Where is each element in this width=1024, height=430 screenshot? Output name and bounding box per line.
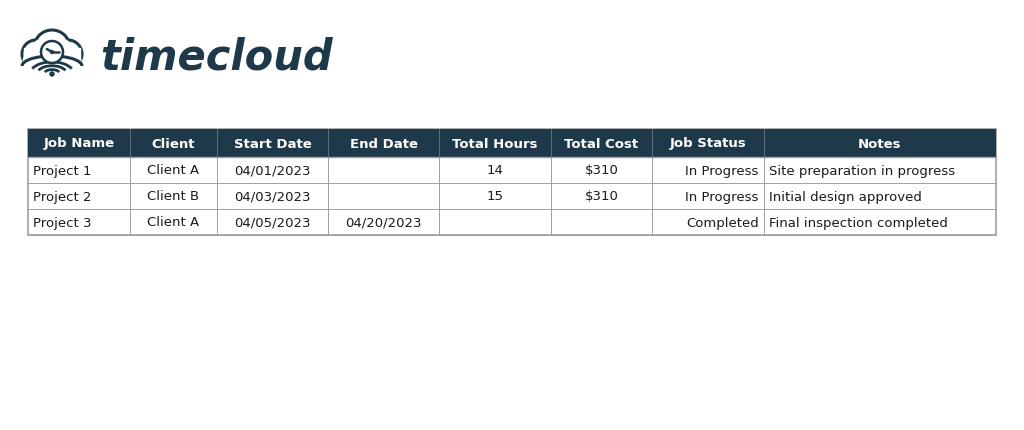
Bar	[28, 130, 996, 236]
Text: $310: $310	[585, 190, 618, 203]
Text: Initial design approved: Initial design approved	[769, 190, 922, 203]
Text: Site preparation in progress: Site preparation in progress	[769, 164, 954, 177]
Text: In Progress: In Progress	[685, 190, 759, 203]
Text: Job Status: Job Status	[670, 137, 746, 150]
Bar	[28, 130, 996, 158]
Text: 14: 14	[486, 164, 504, 177]
Text: Completed: Completed	[686, 216, 759, 229]
Text: 15: 15	[486, 190, 504, 203]
Text: 04/05/2023: 04/05/2023	[234, 216, 310, 229]
Text: Client A: Client A	[147, 164, 200, 177]
Wedge shape	[22, 37, 82, 67]
Text: Project 1: Project 1	[33, 164, 91, 177]
Text: $310: $310	[585, 164, 618, 177]
Circle shape	[50, 73, 54, 77]
Circle shape	[22, 41, 50, 69]
Text: End Date: End Date	[350, 137, 418, 150]
Text: Project 3: Project 3	[33, 216, 91, 229]
Text: Client: Client	[152, 137, 195, 150]
Circle shape	[34, 31, 70, 67]
Text: Final inspection completed: Final inspection completed	[769, 216, 947, 229]
Text: Start Date: Start Date	[233, 137, 311, 150]
Text: Job Name: Job Name	[43, 137, 115, 150]
Text: Total Cost: Total Cost	[564, 137, 639, 150]
Text: Client A: Client A	[147, 216, 200, 229]
Text: Project 2: Project 2	[33, 190, 91, 203]
Text: timecloud: timecloud	[100, 36, 333, 78]
Bar	[24, 49, 80, 67]
Text: 04/20/2023: 04/20/2023	[345, 216, 422, 229]
Circle shape	[41, 42, 63, 64]
Text: Total Hours: Total Hours	[453, 137, 538, 150]
Text: In Progress: In Progress	[685, 164, 759, 177]
Bar	[22, 67, 82, 87]
Circle shape	[54, 41, 82, 69]
Text: 04/03/2023: 04/03/2023	[234, 190, 310, 203]
Text: 04/01/2023: 04/01/2023	[234, 164, 310, 177]
Circle shape	[50, 51, 53, 54]
Text: Client B: Client B	[147, 190, 200, 203]
Text: Notes: Notes	[858, 137, 901, 150]
